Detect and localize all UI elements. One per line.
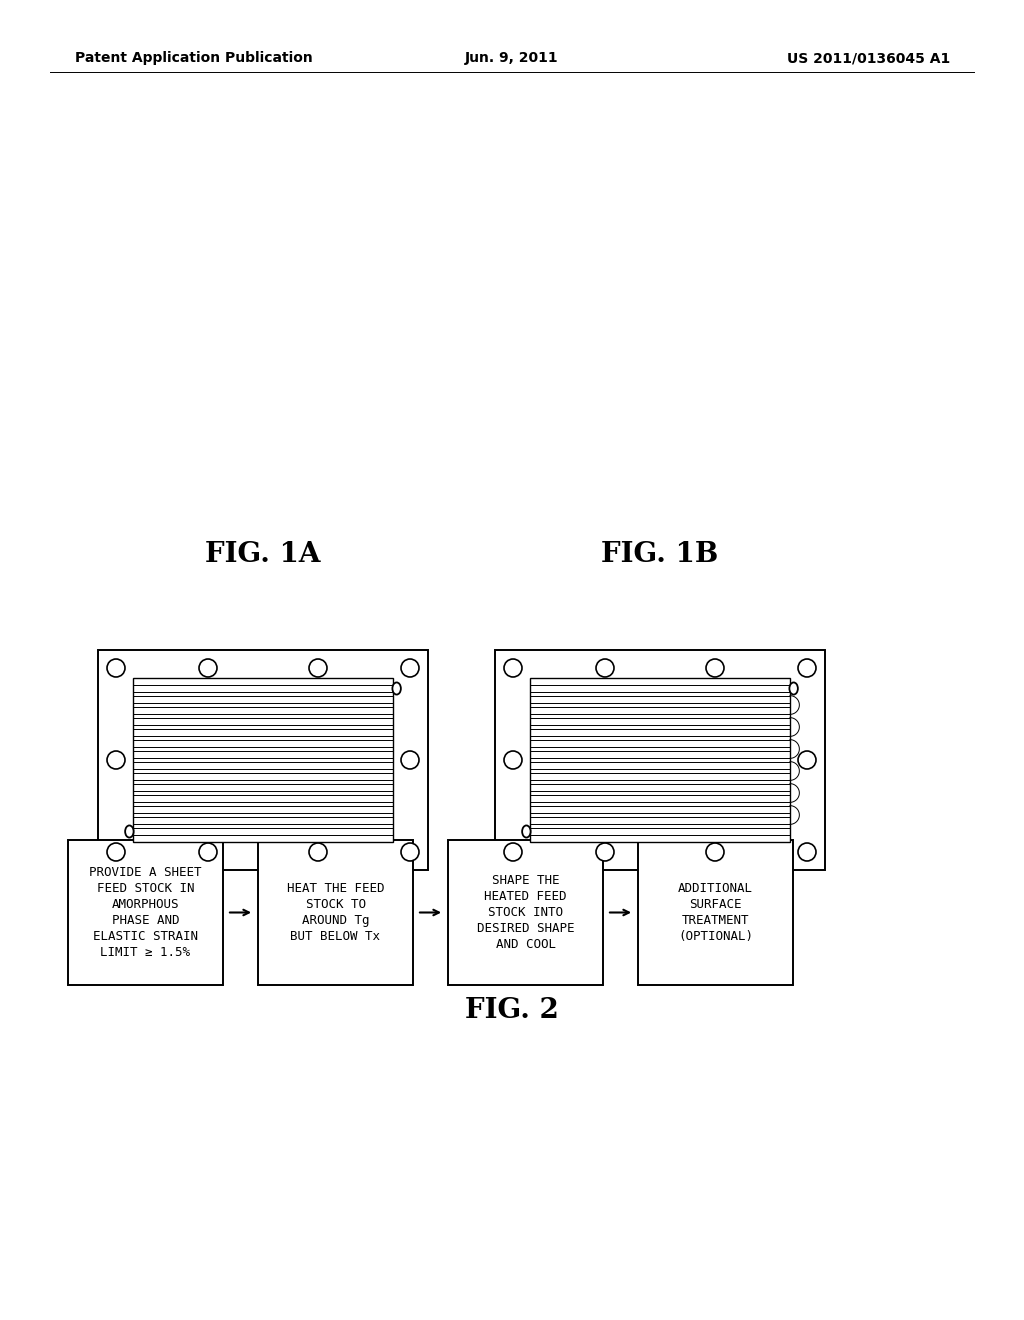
Circle shape [504,843,522,861]
Circle shape [309,659,327,677]
Ellipse shape [125,825,133,838]
Bar [495,649,825,870]
Text: ADDITIONAL
SURFACE
TREATMENT
(OPTIONAL): ADDITIONAL SURFACE TREATMENT (OPTIONAL) [678,882,753,942]
Ellipse shape [392,682,400,694]
Text: SHAPE THE
HEATED FEED
STOCK INTO
DESIRED SHAPE
AND COOL: SHAPE THE HEATED FEED STOCK INTO DESIRED… [477,874,574,950]
Circle shape [106,659,125,677]
Text: Jun. 9, 2011: Jun. 9, 2011 [465,51,559,65]
Circle shape [401,843,419,861]
Bar [98,649,428,870]
Circle shape [401,751,419,770]
Circle shape [596,843,614,861]
Bar [449,840,603,985]
Bar [530,678,790,842]
Circle shape [504,751,522,770]
Text: Patent Application Publication: Patent Application Publication [75,51,312,65]
Circle shape [798,843,816,861]
Bar [133,678,393,842]
Text: FIG. 1A: FIG. 1A [205,541,321,569]
Bar [638,840,793,985]
Circle shape [798,659,816,677]
Ellipse shape [790,682,798,694]
Circle shape [596,659,614,677]
Ellipse shape [522,825,530,838]
Circle shape [199,843,217,861]
Text: FIG. 2: FIG. 2 [465,997,559,1023]
Circle shape [106,751,125,770]
Text: US 2011/0136045 A1: US 2011/0136045 A1 [786,51,950,65]
Circle shape [706,843,724,861]
Circle shape [401,659,419,677]
Circle shape [199,659,217,677]
Text: FIG. 1B: FIG. 1B [601,541,719,569]
Circle shape [106,843,125,861]
Text: HEAT THE FEED
STOCK TO
AROUND Tg
BUT BELOW Tx: HEAT THE FEED STOCK TO AROUND Tg BUT BEL… [287,882,384,942]
Circle shape [309,843,327,861]
Text: PROVIDE A SHEET
FEED STOCK IN
AMORPHOUS
PHASE AND
ELASTIC STRAIN
LIMIT ≥ 1.5%: PROVIDE A SHEET FEED STOCK IN AMORPHOUS … [89,866,202,960]
Bar [68,840,223,985]
Bar [258,840,413,985]
Circle shape [706,659,724,677]
Circle shape [798,751,816,770]
Circle shape [504,659,522,677]
